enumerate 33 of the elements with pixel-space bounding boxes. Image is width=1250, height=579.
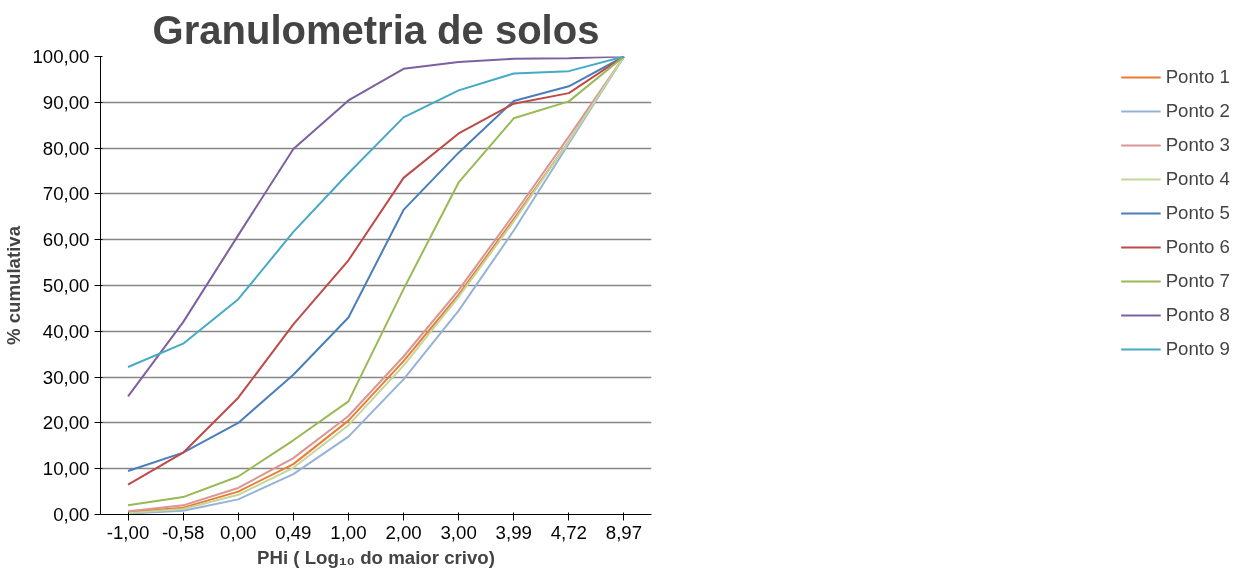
x-tick-label: 3,00: [440, 521, 477, 543]
x-tick-label: 0,00: [220, 521, 257, 543]
legend-label: Ponto 7: [1165, 270, 1230, 292]
chart-title: Granulometria de solos: [152, 7, 600, 52]
x-tick-label: 8,97: [605, 521, 643, 543]
legend-label: Ponto 1: [1165, 66, 1230, 88]
y-tick-label: 30,00: [42, 366, 90, 388]
y-tick-label: 80,00: [42, 137, 90, 159]
y-tick-label: 100,00: [32, 46, 90, 67]
legend-label: Ponto 3: [1165, 134, 1230, 156]
y-tick-label: 20,00: [42, 412, 90, 434]
y-tick-label: 70,00: [42, 183, 90, 205]
x-tick-label: 3,99: [495, 521, 532, 543]
legend-label: Ponto 8: [1165, 304, 1230, 326]
y-tick-label: 0,00: [53, 504, 90, 525]
y-axis-title: % cumulativa: [3, 225, 25, 346]
x-tick-label: -0,58: [161, 521, 205, 543]
legend-label: Ponto 9: [1165, 338, 1230, 360]
legend-label: Ponto 2: [1165, 100, 1230, 122]
x-tick-label: 4,72: [550, 521, 588, 543]
y-tick-label: 10,00: [42, 458, 90, 480]
legend-label: Ponto 6: [1165, 236, 1230, 258]
x-tick-label: 2,00: [385, 521, 422, 543]
x-tick-label: -1,00: [106, 521, 150, 543]
y-tick-label: 90,00: [42, 91, 90, 113]
y-tick-label: 40,00: [42, 320, 90, 342]
legend-label: Ponto 5: [1165, 202, 1230, 224]
y-tick-label: 50,00: [42, 275, 90, 296]
y-tick-label: 60,00: [42, 229, 90, 251]
legend-label: Ponto 4: [1165, 168, 1230, 190]
x-tick-label: 0,49: [275, 521, 312, 543]
x-axis-title: PHi ( Log₁₀ do maior crivo): [257, 546, 495, 568]
x-tick-label: 1,00: [330, 521, 367, 543]
